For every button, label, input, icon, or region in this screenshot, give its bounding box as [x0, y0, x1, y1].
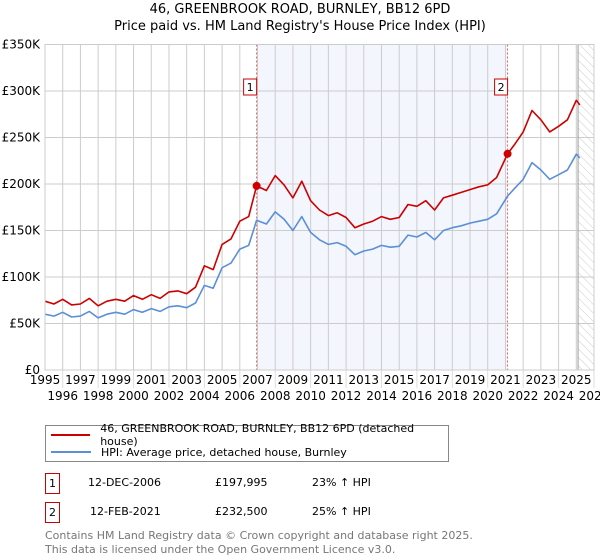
- x-tick-label: 2016: [402, 389, 433, 403]
- legend-label: 46, GREENBROOK ROAD, BURNLEY, BB12 6PD (…: [100, 422, 415, 448]
- x-tick-label: 2010: [295, 389, 326, 403]
- x-tick-label: 2012: [331, 389, 362, 403]
- property-series-line: [44, 99, 581, 307]
- sale-annotation-label: 1: [247, 81, 254, 94]
- x-tick-label: 2015: [384, 373, 415, 387]
- chart-title: 46, GREENBROOK ROAD, BURNLEY, BB12 6PD: [149, 2, 451, 17]
- x-tick-label: 2001: [136, 373, 167, 387]
- x-tick-label: 2018: [437, 389, 468, 403]
- x-tick-label: 2013: [349, 373, 380, 387]
- chart-plot: 1995 1996 1997 1998 1999 2000 2001 2002 2003 2004…: [2, 38, 600, 404]
- sale-row: 2 12-FEB-2021 £232,500 25% ↑ HPI: [45, 502, 465, 523]
- forecast-hatch: [578, 44, 594, 370]
- sale-period-shading: [256, 44, 508, 370]
- x-tick-label: 1998: [83, 389, 114, 403]
- footer-licence: This data is licensed under the Open Gov…: [45, 543, 396, 556]
- sale-price: £197,995: [215, 476, 268, 489]
- x-tick-label: 1999: [101, 373, 132, 387]
- x-tick-label: 2017: [419, 373, 450, 387]
- legend-item-hpi: HPI: Average price, detached house, Burn…: [46, 444, 347, 460]
- x-tick-label: 2007: [242, 373, 273, 387]
- x-tick-label: 1997: [65, 373, 96, 387]
- x-tick-label: 2014: [366, 389, 397, 403]
- sale-row: 1 12-DEC-2006 £197,995 23% ↑ HPI: [45, 473, 465, 494]
- y-tick-label: £100K: [2, 270, 42, 284]
- y-tick-label: £150K: [2, 224, 42, 238]
- sale-annotation-box: [494, 78, 509, 96]
- sale-hpi-diff: 23% ↑ HPI: [312, 476, 371, 489]
- plot-border: [44, 44, 595, 371]
- x-tick-label: 2023: [526, 373, 557, 387]
- x-tick-label: 2006: [225, 389, 256, 403]
- x-tick-label: 2024: [543, 389, 574, 403]
- x-tick-label: 1995: [30, 373, 61, 387]
- sale-annotation-label: 2: [498, 81, 505, 94]
- y-tick-label: £250K: [2, 131, 42, 145]
- sale-marker-badge: 2: [45, 502, 60, 523]
- legend: 46, GREENBROOK ROAD, BURNLEY, BB12 6PD (…: [45, 422, 449, 462]
- x-tick-label: 2021: [490, 373, 521, 387]
- sale-point: [252, 181, 261, 190]
- legend-swatch-red: [51, 434, 91, 436]
- x-tick-label: 2009: [278, 373, 309, 387]
- y-tick-label: £300K: [2, 84, 42, 98]
- sale-annotation-box: [243, 78, 258, 96]
- sale-hpi-diff: 25% ↑ HPI: [312, 505, 371, 518]
- x-tick-label: 2020: [472, 389, 503, 403]
- x-tick-label: 2022: [508, 389, 539, 403]
- x-tick-label: 2005: [207, 373, 238, 387]
- x-tick-label: 1996: [47, 389, 78, 403]
- legend-swatch-blue: [51, 451, 91, 453]
- y-tick-label: £0: [25, 363, 40, 377]
- x-tick-label: 2026: [579, 389, 600, 403]
- x-tick-label: 2003: [171, 373, 202, 387]
- x-tick-label: 2004: [189, 389, 220, 403]
- chart-subtitle: Price paid vs. HM Land Registry's House …: [114, 19, 486, 34]
- sale-date: 12-DEC-2006: [88, 476, 162, 489]
- x-tick-label: 2011: [313, 373, 344, 387]
- x-tick-label: 2008: [260, 389, 291, 403]
- x-tick-label: 2019: [455, 373, 486, 387]
- y-tick-label: £350K: [2, 38, 42, 52]
- legend-item-property: 46, GREENBROOK ROAD, BURNLEY, BB12 6PD (…: [46, 422, 448, 448]
- sale-price: £232,500: [215, 505, 268, 518]
- x-tick-label: 2002: [154, 389, 185, 403]
- sale-marker-badge: 1: [45, 473, 60, 494]
- y-tick-label: £200K: [2, 177, 42, 191]
- x-tick-label: 2000: [118, 389, 149, 403]
- x-tick-label: 2025: [561, 373, 592, 387]
- y-tick-label: £50K: [9, 317, 41, 331]
- sale-point: [503, 149, 512, 158]
- sale-date: 12-FEB-2021: [90, 505, 161, 518]
- hpi-series-line: [44, 153, 581, 319]
- legend-label: HPI: Average price, detached house, Burn…: [101, 445, 347, 459]
- footer-copyright: Contains HM Land Registry data © Crown c…: [45, 529, 473, 542]
